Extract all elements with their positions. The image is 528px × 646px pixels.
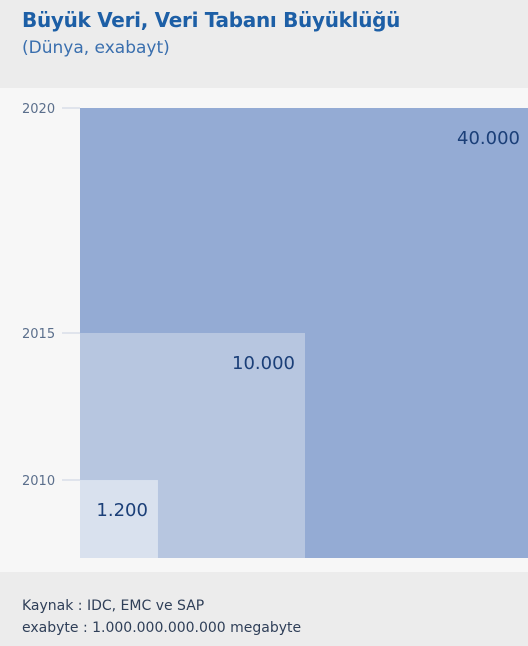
source-note: Kaynak : IDC, EMC ve SAP [22,598,205,614]
chart-title: Büyük Veri, Veri Tabanı Büyüklüğü [22,8,401,32]
unit-note: exabyte : 1.000.000.000.000 megabyte [22,620,302,636]
year-label-2020: 2020 [22,102,55,117]
value-label-2010: 1.200 [96,500,148,521]
year-label-2015: 2015 [22,327,55,342]
nested-square-chart: 2010 2015 2020 1.200 10.000 40.000 [22,102,528,558]
value-label-2020: 40.000 [457,128,520,149]
year-label-2010: 2010 [22,474,55,489]
chart-area: 2010 2015 2020 1.200 10.000 40.000 [0,88,528,572]
value-label-2015: 10.000 [232,353,295,374]
square-2010 [80,480,158,558]
chart-subtitle: (Dünya, exabayt) [22,38,170,58]
